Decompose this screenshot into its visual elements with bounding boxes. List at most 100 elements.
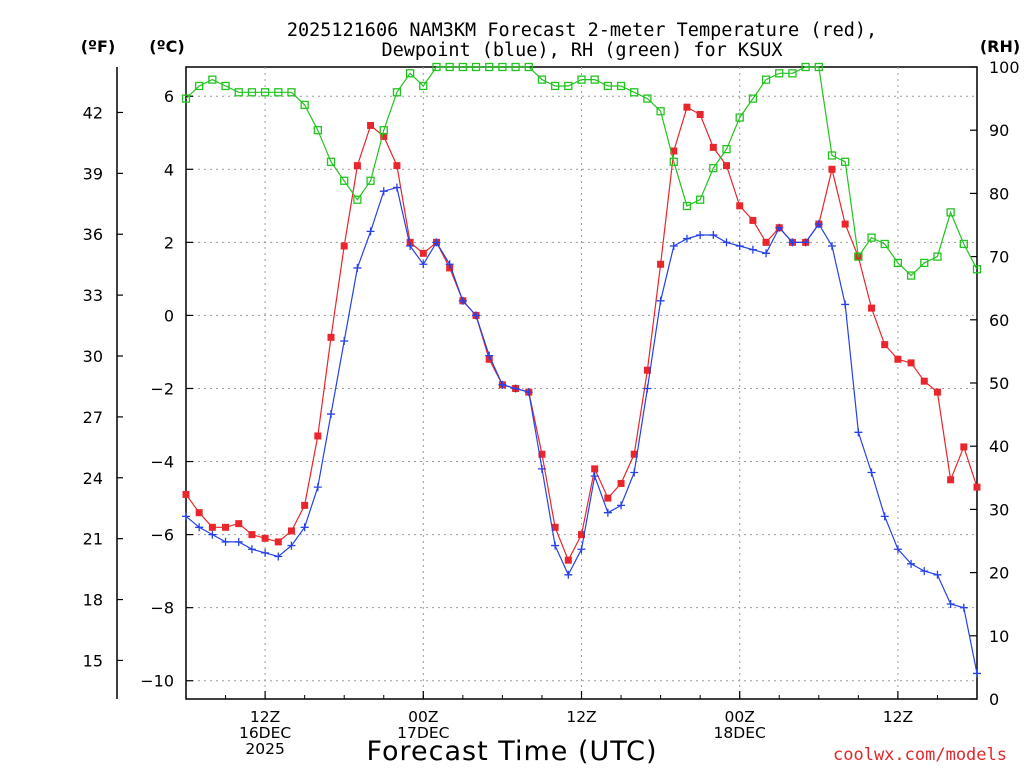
dewpoint-point (485, 351, 494, 360)
plot-frame (185, 66, 978, 700)
dewpoint-point (300, 523, 309, 532)
dewpoint-point (788, 238, 797, 247)
fahrenheit-tick-label: 27 (83, 408, 103, 427)
temperature-point (393, 162, 401, 170)
dewpoint-point (590, 472, 599, 481)
dewpoint-point (643, 384, 652, 393)
rh-point (208, 75, 217, 84)
temperature-point (907, 359, 915, 367)
dewpoint-point (379, 187, 388, 196)
dewpoint-point (841, 300, 850, 309)
temperature-point (683, 103, 691, 111)
x-tick-label: 17DEC (397, 724, 449, 742)
dewpoint-point (247, 545, 256, 554)
x-tick-label: 12Z (883, 708, 913, 726)
dewpoint-point (709, 231, 718, 240)
rh-point (353, 195, 362, 204)
temperature-point (933, 388, 941, 396)
dewpoint-point (682, 234, 691, 243)
temperature-point (564, 556, 572, 564)
rh-line (185, 66, 978, 277)
rh-point (392, 88, 402, 97)
rh-point (577, 75, 586, 84)
temperature-point (960, 443, 968, 451)
fahrenheit-tick-label: 21 (83, 530, 103, 549)
series-layer (181, 62, 982, 678)
rh-point (340, 176, 349, 185)
dewpoint-point (946, 600, 955, 609)
rh-point (761, 75, 771, 84)
rh-point (722, 145, 731, 154)
fahrenheit-tick-label: 36 (83, 225, 103, 244)
celsius-tick-label: 0 (164, 306, 174, 325)
rh-point (405, 69, 415, 78)
credit-text: coolwx.com/models (833, 745, 1007, 765)
fahrenheit-tick-label: 18 (83, 591, 103, 610)
x-axis-title: Forecast Time (UTC) (366, 736, 657, 767)
temperature-point (367, 121, 375, 129)
dewpoint-point (748, 245, 757, 254)
dewpoint-point (406, 242, 415, 251)
rh-point (603, 81, 613, 91)
temperature-point (419, 249, 427, 257)
dewpoint-point (313, 483, 322, 492)
temperature-point (881, 341, 889, 349)
dewpoint-point (617, 501, 626, 510)
temperature-point (301, 501, 309, 509)
rh-point (616, 81, 626, 91)
celsius-tick-label: 4 (164, 160, 174, 179)
rh-tick-label: 80 (989, 184, 1009, 203)
fahrenheit-unit-label: (ºF) (81, 37, 116, 56)
dewpoint-point (735, 242, 744, 251)
temperature-point (287, 527, 295, 535)
dewpoint-point (880, 512, 889, 521)
x-tick-label: 16DEC (239, 724, 291, 742)
rh-point (643, 94, 652, 103)
temperature-point (538, 450, 546, 458)
temperature-point (736, 202, 744, 210)
rh-point (920, 258, 929, 268)
temperature-point (195, 509, 203, 517)
celsius-tick-label: 2 (164, 233, 174, 252)
temperature-point (314, 432, 322, 440)
dewpoint-point (814, 220, 823, 229)
fahrenheit-tick-label: 33 (83, 286, 103, 305)
temperature-point (920, 377, 928, 385)
rh-point (326, 157, 336, 166)
dewpoint-point (669, 242, 678, 251)
temperature-point (261, 534, 269, 542)
temperature-point (841, 220, 849, 228)
dewpoint-point (261, 548, 270, 557)
rh-point (801, 62, 810, 72)
rh-point (181, 94, 191, 103)
x-tick-label: 12Z (566, 708, 596, 726)
dewpoint-markers (182, 183, 981, 678)
rh-point (775, 69, 784, 78)
rh-tick-label: 0 (989, 690, 999, 709)
rh-tick-label: 30 (989, 500, 1009, 519)
dewpoint-point (920, 567, 929, 576)
temperature-point (340, 242, 348, 250)
rh-point (788, 69, 797, 78)
rh-point (959, 239, 968, 249)
rh-point (682, 201, 692, 211)
rh-point (366, 176, 375, 185)
rh-point (854, 252, 863, 261)
temperature-point (208, 523, 216, 531)
dewpoint-point (867, 468, 876, 477)
rh-point (379, 126, 388, 135)
rh-point (300, 100, 309, 110)
dewpoint-point (182, 512, 190, 521)
rh-point (972, 265, 982, 274)
rh-point (946, 208, 955, 217)
rh-point (419, 81, 428, 91)
rh-tick-label: 100 (989, 58, 1020, 77)
dewpoint-point (524, 388, 533, 397)
temperature-point (630, 450, 638, 458)
dewpoint-point (933, 570, 942, 579)
x-tick-label: 2025 (245, 740, 284, 758)
rh-point (313, 126, 322, 135)
fahrenheit-tick-label: 39 (83, 164, 103, 183)
dewpoint-point (419, 260, 428, 269)
temperature-point (617, 479, 625, 487)
